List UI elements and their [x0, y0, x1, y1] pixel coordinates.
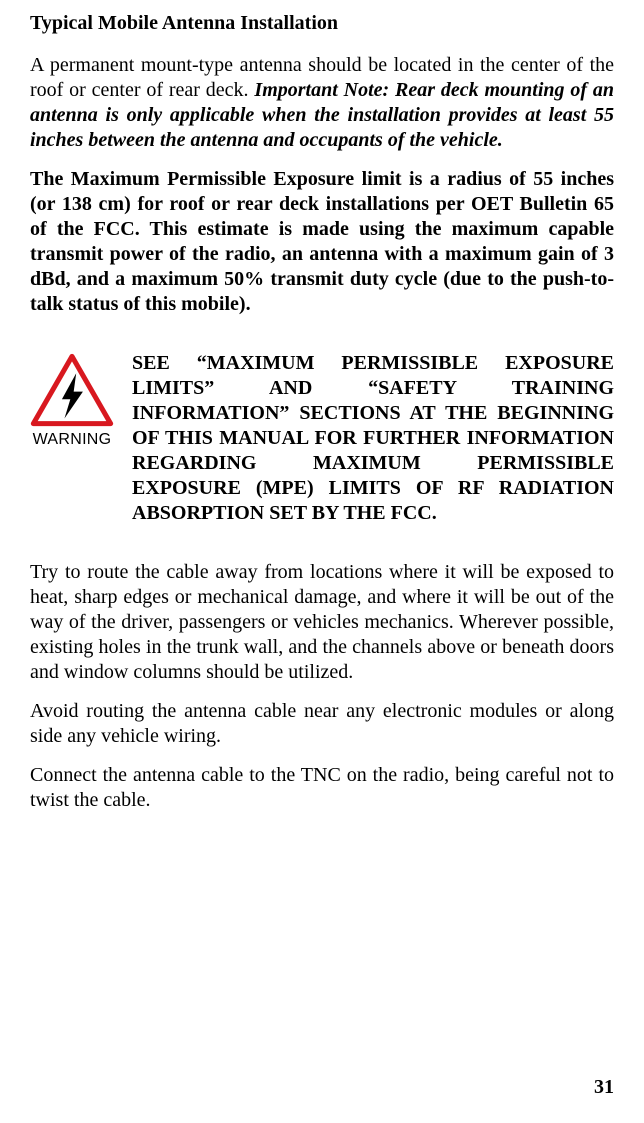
- important-note-label: Important Note:: [254, 79, 395, 101]
- paragraph-cable-routing: Try to route the cable away from locatio…: [30, 560, 614, 685]
- section-title: Typical Mobile Antenna Installation: [30, 12, 614, 35]
- page-number: 31: [594, 1076, 614, 1099]
- paragraph-avoid-modules: Avoid routing the antenna cable near any…: [30, 699, 614, 749]
- paragraph-intro: A permanent mount-type antenna should be…: [30, 53, 614, 153]
- paragraph-connect-tnc: Connect the antenna cable to the TNC on …: [30, 763, 614, 813]
- warning-icon-column: WARNING: [30, 351, 114, 449]
- warning-block: WARNING SEE “MAXIMUM PERMISSIBLE EXPOSUR…: [30, 351, 614, 526]
- warning-triangle-icon: [30, 353, 114, 427]
- document-page: Typical Mobile Antenna Installation A pe…: [0, 0, 644, 1123]
- paragraph-mpe-limit: The Maximum Permissible Exposure limit i…: [30, 167, 614, 317]
- warning-body-text: SEE “MAXIMUM PERMISSIBLE EXPOSURE LIMITS…: [132, 351, 614, 526]
- warning-label-text: WARNING: [33, 431, 112, 449]
